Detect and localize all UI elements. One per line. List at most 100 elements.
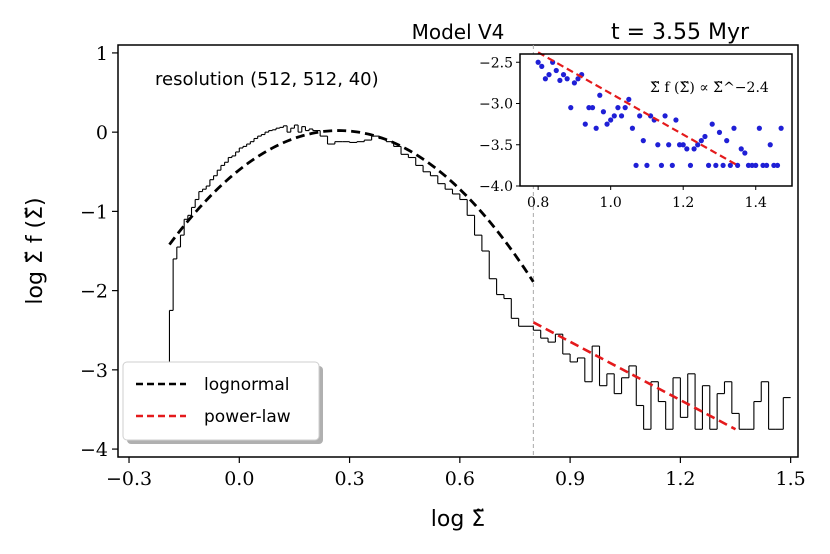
inset-scatter-point xyxy=(662,113,668,119)
inset-scatter-point xyxy=(767,142,773,148)
inset-scatter-point xyxy=(702,133,708,140)
legend-lognormal-label: lognormal xyxy=(204,375,289,395)
inset-scatter-point xyxy=(666,142,672,148)
inset-scatter-point xyxy=(615,105,621,111)
inset-scatter-point xyxy=(604,121,610,127)
inset-scatter-point xyxy=(600,109,607,115)
inset-scatter-point xyxy=(684,146,690,152)
x-tick-label: 0.3 xyxy=(334,468,364,490)
legend-powerlaw-label: power-law xyxy=(204,407,291,427)
inset-scatter-point xyxy=(568,105,574,111)
lognormal-fit-line xyxy=(168,129,535,283)
inset-scatter-point xyxy=(618,113,625,119)
inset-powerlaw-fit-line xyxy=(537,51,739,167)
inset-scatter-point xyxy=(611,113,617,119)
main-axes-frame xyxy=(117,44,799,458)
legend: lognormal power-law xyxy=(122,361,323,444)
x-tick-label: 1.5 xyxy=(776,468,806,490)
x-tick-label: 0.9 xyxy=(555,468,585,490)
inset-scatter-point xyxy=(695,142,701,148)
inset-scatter-point xyxy=(644,162,650,168)
inset-scatter-point xyxy=(622,105,628,111)
inset-scatter-point xyxy=(687,162,694,168)
inset-scatter-point xyxy=(564,76,570,82)
inset-scatter-point xyxy=(586,105,592,111)
x-tick-label: 0.0 xyxy=(224,468,254,490)
inset-y-tick-label: −3.0 xyxy=(479,97,513,113)
inset-scatter-point xyxy=(691,146,697,152)
inset-scatter-point xyxy=(593,125,599,131)
y-tick-label: −4 xyxy=(80,439,108,461)
inset-scatter-point xyxy=(575,76,581,82)
inset-scatter-point xyxy=(655,142,661,148)
y-tick-label: −3 xyxy=(80,360,108,382)
inset-scatter-point xyxy=(539,63,545,69)
inset-scatter-point xyxy=(629,125,636,131)
inset-scatter-point xyxy=(582,121,588,127)
x-tick-label: 0.6 xyxy=(445,468,475,490)
inset-scatter-point xyxy=(709,121,715,127)
inset-scatter-point xyxy=(724,138,730,144)
inset-scatter-point xyxy=(745,162,752,168)
resolution-annotation: resolution (512, 512, 40) xyxy=(155,69,379,90)
inset-scatter-point xyxy=(716,129,723,135)
inset-scatter-point xyxy=(764,162,770,168)
x-tick-label: 1.2 xyxy=(665,468,695,490)
inset-scatter-point xyxy=(673,117,679,123)
inset-y-tick-label: −2.5 xyxy=(479,55,513,71)
inset-scatter-point xyxy=(760,162,766,168)
inset-y-tick-label: −3.5 xyxy=(479,138,513,154)
inset-x-tick-label: 1.4 xyxy=(745,195,767,211)
inset-scatter-point xyxy=(676,142,683,148)
inset-scatter-point xyxy=(680,142,686,148)
inset-scatter-point xyxy=(771,162,777,168)
inset-scatter-point xyxy=(753,162,759,168)
legend-box xyxy=(122,361,320,441)
inset-scatter-point xyxy=(705,162,712,168)
inset-scatter-point xyxy=(669,162,675,168)
inset-scatter-point xyxy=(633,162,639,168)
inset-x-tick-label: 1.2 xyxy=(672,195,694,211)
inset-scatter-point xyxy=(535,59,541,65)
inset-scatter-point xyxy=(749,162,755,168)
inset-scatter-point xyxy=(597,92,603,98)
y-axis-label: log Σ̃ f (Σ̃) xyxy=(23,197,48,304)
inset-powerlaw-annotation: Σ̃ f (Σ̃) ∝ Σ̃^−2.4 xyxy=(650,80,769,96)
inset-scatter-point xyxy=(658,162,665,168)
inset-scatter-point xyxy=(698,138,704,144)
inset-scatter-point xyxy=(560,72,567,78)
inset-scatter-point xyxy=(731,125,737,131)
inset-scatter-point xyxy=(720,162,726,168)
x-tick-label: −0.3 xyxy=(106,468,152,490)
inset-x-tick-label: 1.0 xyxy=(600,195,622,211)
inset-scatter-point xyxy=(546,72,552,78)
inset-scatter-point xyxy=(778,125,784,131)
inset-scatter-point xyxy=(571,80,578,86)
y-tick-label: 0 xyxy=(96,122,108,144)
inset-y-tick-label: −4.0 xyxy=(479,179,513,195)
inset-scatter-point xyxy=(637,113,643,119)
inset-scatter-point xyxy=(608,117,614,123)
y-tick-label: −1 xyxy=(80,201,108,223)
inset-scatter-point xyxy=(640,138,646,144)
y-tick-label: −2 xyxy=(80,281,108,303)
chart-title: Model V4 xyxy=(412,20,505,44)
inset-scatter-point xyxy=(738,146,744,152)
inset-scatter-point xyxy=(557,77,563,83)
inset-scatter-point xyxy=(774,162,781,168)
chart-time-label: t = 3.55 Myr xyxy=(611,20,750,45)
inset-scatter-point xyxy=(742,150,748,156)
inset-scatter-point xyxy=(727,162,733,168)
inset-scatter-point xyxy=(542,76,548,82)
inset-scatter-point xyxy=(713,162,719,168)
inset-scatter-point xyxy=(756,125,762,131)
inset-x-tick-label: 0.8 xyxy=(527,195,549,211)
inset-scatter-point xyxy=(553,67,559,74)
inset-scatter-point xyxy=(626,96,632,102)
inset-scatter-point xyxy=(735,162,741,168)
x-axis-label: log Σ̃ xyxy=(431,507,485,532)
powerlaw-fit-line xyxy=(532,321,737,431)
inset-scatter-point xyxy=(589,105,596,111)
inset-axes-frame xyxy=(519,53,793,187)
